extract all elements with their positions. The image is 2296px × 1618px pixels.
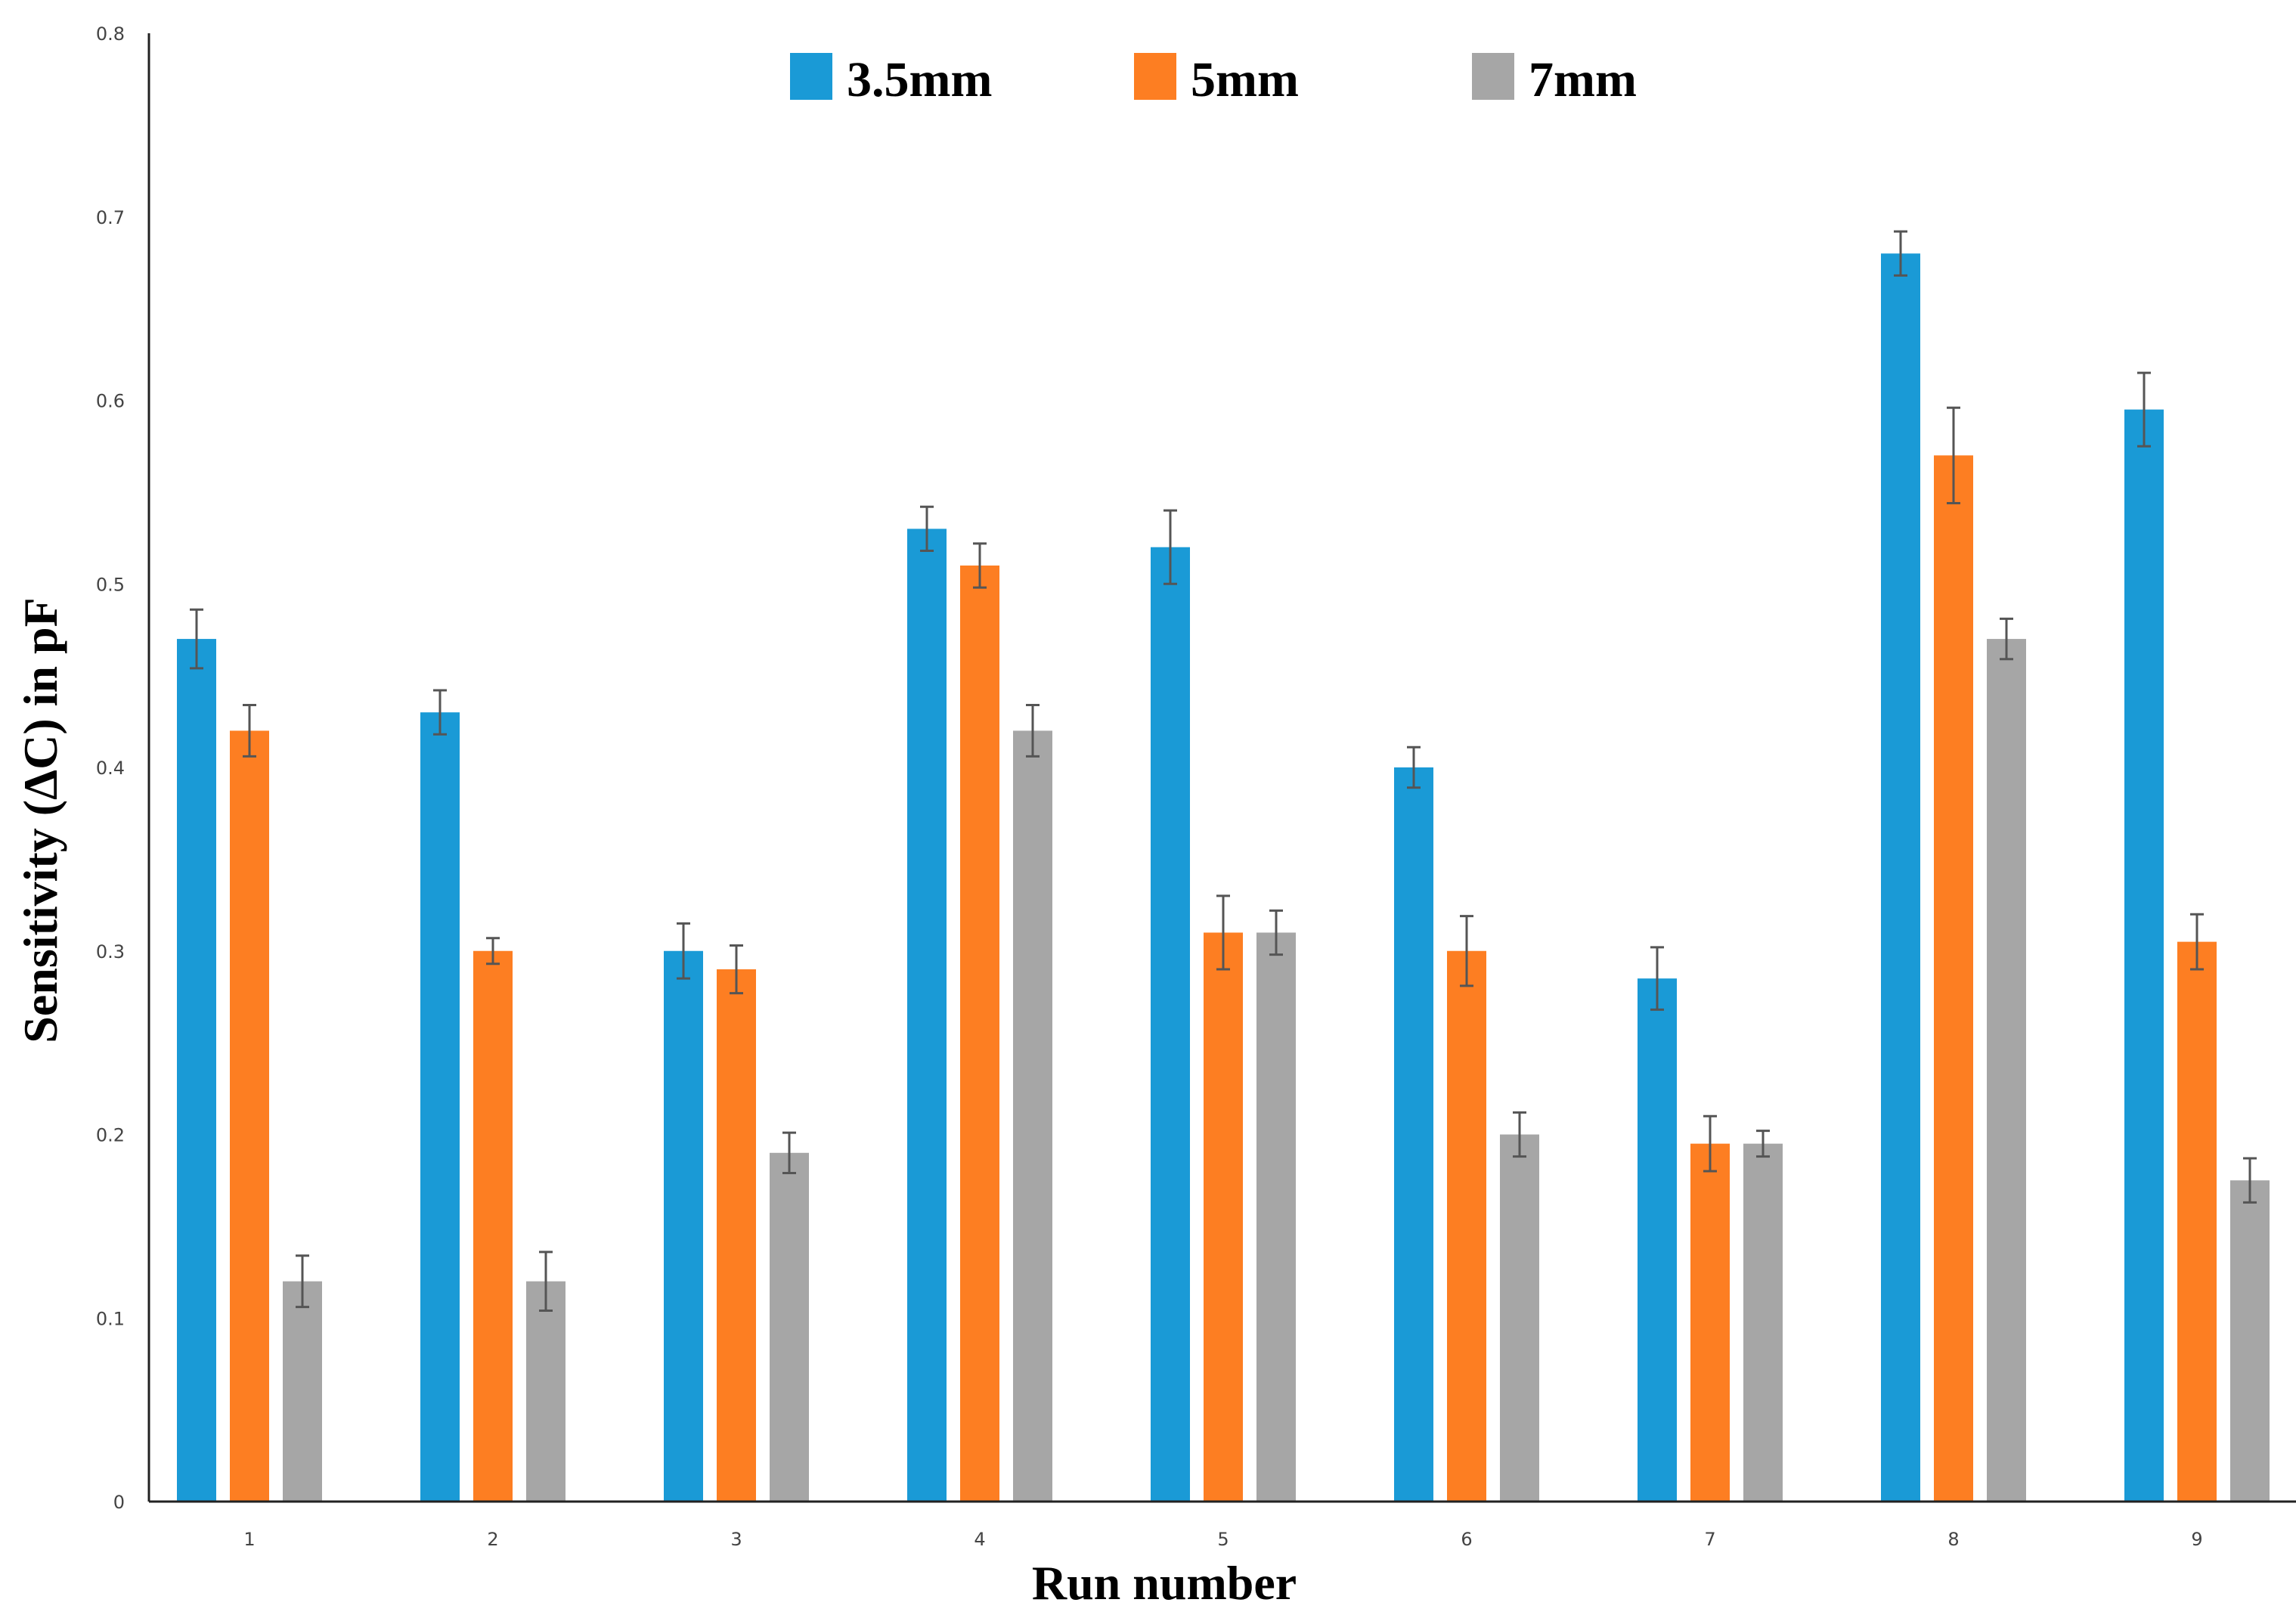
x-axis-ticks: 1 2 3 4 5 6 7 8 9 xyxy=(243,1529,2202,1550)
error-bar xyxy=(1756,1130,1770,1158)
bar xyxy=(1394,767,1433,1502)
y-tick-label: 0.8 xyxy=(96,23,125,45)
bar xyxy=(907,528,947,1502)
x-tick-label: 5 xyxy=(1217,1529,1229,1550)
y-tick-label: 0.4 xyxy=(96,758,125,779)
x-axis-title: Run number xyxy=(1032,1556,1297,1610)
bar xyxy=(2230,1180,2270,1502)
error-bar xyxy=(1460,915,1473,987)
x-tick-label: 4 xyxy=(974,1529,985,1550)
y-tick-label: 0.6 xyxy=(96,391,125,412)
legend-label: 3.5mm xyxy=(847,52,992,107)
legend-swatch xyxy=(1134,53,1176,100)
y-tick-label: 0.7 xyxy=(96,207,125,228)
error-bar xyxy=(486,937,500,966)
error-bar xyxy=(1407,745,1421,789)
error-bar xyxy=(296,1254,309,1309)
bar xyxy=(770,1152,809,1502)
y-tick-label: 0.2 xyxy=(96,1125,125,1146)
bar xyxy=(2177,941,2217,1502)
error-bar xyxy=(2243,1157,2257,1204)
error-bar xyxy=(1026,703,1040,758)
bar xyxy=(1881,253,1920,1502)
bar xyxy=(526,1281,565,1502)
legend-swatch xyxy=(790,53,832,100)
error-bar xyxy=(920,505,934,553)
bars xyxy=(177,253,2270,1502)
y-tick-label: 0 xyxy=(113,1492,125,1513)
error-bar xyxy=(539,1251,553,1313)
error-bar xyxy=(2137,371,2151,448)
bar xyxy=(177,639,216,1502)
bar xyxy=(1987,639,2026,1502)
y-tick-label: 0.3 xyxy=(96,941,125,962)
bar xyxy=(1256,932,1296,1502)
bar xyxy=(1638,978,1677,1502)
bar xyxy=(664,950,703,1502)
legend-swatch xyxy=(1472,53,1514,100)
x-tick-label: 9 xyxy=(2191,1529,2202,1550)
bar xyxy=(2124,409,2164,1502)
bar xyxy=(1013,730,1052,1502)
bar xyxy=(230,730,269,1502)
y-axis-title: Sensitivity (ΔC) in pF xyxy=(14,597,67,1043)
error-bar xyxy=(1269,909,1283,956)
legend-item: 3.5mm xyxy=(790,52,992,107)
error-bar xyxy=(1894,230,1907,277)
bar xyxy=(1447,950,1486,1502)
bar xyxy=(283,1281,322,1502)
bar xyxy=(717,969,756,1502)
error-bar xyxy=(190,608,203,670)
bar xyxy=(1934,455,1973,1502)
bar xyxy=(473,950,513,1502)
bar xyxy=(1500,1134,1539,1502)
error-bar xyxy=(1703,1114,1717,1173)
error-bar xyxy=(973,542,987,589)
error-bar xyxy=(433,689,447,736)
error-bar xyxy=(1513,1111,1526,1158)
bar xyxy=(960,565,999,1502)
legend-label: 5mm xyxy=(1191,52,1299,107)
bar xyxy=(1743,1143,1783,1502)
x-tick-label: 7 xyxy=(1704,1529,1715,1550)
error-bar xyxy=(1216,894,1230,971)
y-tick-label: 0.5 xyxy=(96,574,125,595)
legend: 3.5mm 5mm 7mm xyxy=(790,52,1637,107)
bar xyxy=(1690,1143,1730,1502)
x-tick-label: 6 xyxy=(1461,1529,1472,1550)
error-bar xyxy=(1163,509,1177,585)
bar xyxy=(1151,547,1190,1502)
x-tick-label: 1 xyxy=(243,1529,255,1550)
x-tick-label: 3 xyxy=(730,1529,742,1550)
error-bar xyxy=(1650,946,1664,1011)
legend-item: 5mm xyxy=(1134,52,1299,107)
error-bar xyxy=(2190,913,2204,971)
bar xyxy=(1204,932,1243,1502)
error-bars xyxy=(190,230,2257,1313)
error-bar xyxy=(1947,406,1960,504)
error-bar xyxy=(2000,617,2013,661)
error-bar xyxy=(730,944,743,995)
bar xyxy=(420,712,460,1502)
y-tick-label: 0.1 xyxy=(96,1308,125,1329)
x-tick-label: 8 xyxy=(1947,1529,1959,1550)
error-bar xyxy=(243,703,256,758)
legend-label: 7mm xyxy=(1529,52,1637,107)
y-axis-ticks: 0 0.1 0.2 0.3 0.4 0.5 0.6 0.7 0.8 xyxy=(96,23,125,1513)
error-bar xyxy=(782,1131,796,1174)
legend-item: 7mm xyxy=(1472,52,1637,107)
x-tick-label: 2 xyxy=(487,1529,498,1550)
error-bar xyxy=(677,922,690,980)
